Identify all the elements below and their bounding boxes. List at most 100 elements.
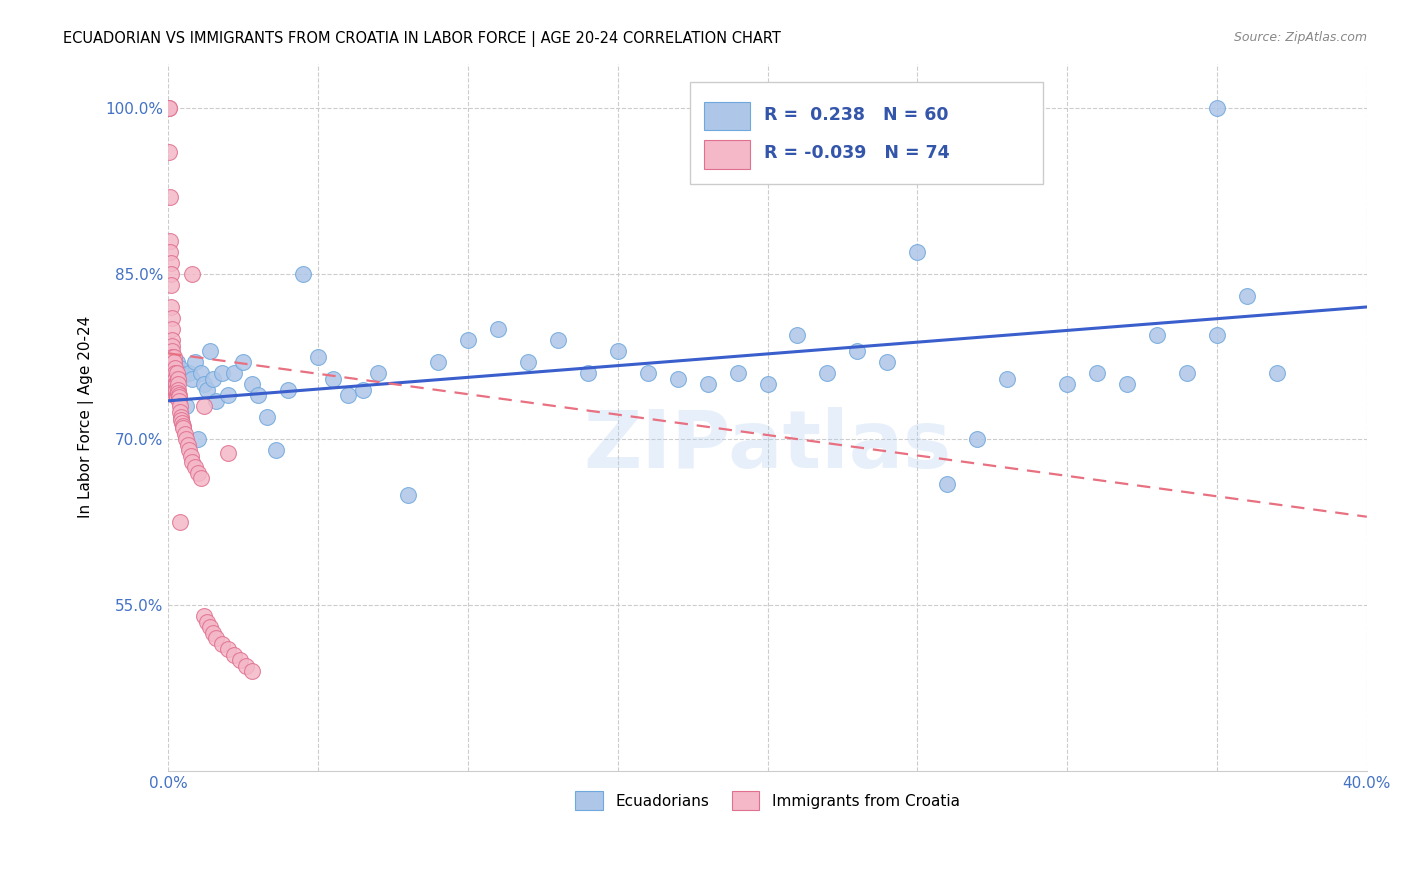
- Point: [165, 383, 187, 397]
- Point: [172, 368, 194, 383]
- Point: [1085, 366, 1108, 380]
- Point: [193, 609, 215, 624]
- Point: [547, 333, 569, 347]
- Point: [165, 383, 187, 397]
- Point: [166, 377, 188, 392]
- Point: [1175, 366, 1198, 380]
- Point: [232, 355, 254, 369]
- Point: [169, 393, 191, 408]
- Point: [180, 449, 202, 463]
- Point: [193, 377, 215, 392]
- Point: [217, 446, 239, 460]
- Point: [224, 366, 246, 380]
- Point: [211, 637, 233, 651]
- Point: [167, 388, 190, 402]
- Point: [179, 443, 201, 458]
- Point: [905, 244, 928, 259]
- Point: [292, 267, 315, 281]
- Point: [181, 454, 204, 468]
- Point: [367, 366, 389, 380]
- Point: [163, 355, 186, 369]
- Point: [1206, 327, 1229, 342]
- Point: [352, 383, 374, 397]
- Point: [486, 322, 509, 336]
- Point: [166, 372, 188, 386]
- Point: [187, 433, 209, 447]
- Point: [157, 101, 180, 115]
- Point: [457, 333, 479, 347]
- Point: [181, 372, 204, 386]
- Point: [247, 388, 270, 402]
- Point: [163, 366, 186, 380]
- Point: [786, 327, 808, 342]
- Point: [181, 267, 204, 281]
- Point: [516, 355, 538, 369]
- Point: [1146, 327, 1168, 342]
- Point: [637, 366, 659, 380]
- Point: [159, 256, 181, 270]
- Point: [163, 360, 186, 375]
- Point: [1206, 101, 1229, 115]
- Point: [162, 372, 184, 386]
- FancyBboxPatch shape: [689, 82, 1043, 184]
- Point: [198, 620, 221, 634]
- Point: [756, 377, 779, 392]
- Point: [177, 438, 200, 452]
- Legend: Ecuadorians, Immigrants from Croatia: Ecuadorians, Immigrants from Croatia: [569, 785, 966, 816]
- Point: [184, 460, 207, 475]
- Point: [160, 277, 183, 292]
- Point: [165, 388, 187, 402]
- Text: R =  0.238   N = 60: R = 0.238 N = 60: [763, 106, 949, 124]
- Point: [322, 372, 344, 386]
- Point: [160, 267, 183, 281]
- Bar: [704, 140, 749, 169]
- Point: [166, 388, 188, 402]
- Point: [163, 366, 186, 380]
- Point: [159, 234, 181, 248]
- Point: [163, 372, 186, 386]
- Point: [169, 405, 191, 419]
- Point: [160, 322, 183, 336]
- Point: [160, 311, 183, 326]
- Point: [205, 393, 228, 408]
- Point: [876, 355, 898, 369]
- Point: [165, 377, 187, 392]
- Point: [727, 366, 749, 380]
- Point: [337, 388, 360, 402]
- Point: [169, 515, 191, 529]
- Point: [936, 476, 959, 491]
- Point: [240, 665, 263, 679]
- Point: [174, 433, 197, 447]
- Point: [229, 653, 252, 667]
- Point: [162, 366, 184, 380]
- Point: [169, 400, 191, 414]
- Point: [160, 300, 183, 314]
- Point: [162, 360, 184, 375]
- Point: [256, 410, 278, 425]
- Point: [162, 350, 184, 364]
- Point: [202, 372, 225, 386]
- Point: [217, 388, 239, 402]
- Point: [217, 642, 239, 657]
- Point: [696, 377, 718, 392]
- Point: [162, 355, 184, 369]
- Point: [179, 366, 201, 380]
- Point: [174, 400, 197, 414]
- Point: [163, 350, 186, 364]
- Point: [666, 372, 689, 386]
- Point: [190, 366, 212, 380]
- Point: [166, 366, 188, 380]
- Point: [160, 333, 183, 347]
- Point: [817, 366, 839, 380]
- Point: [966, 433, 988, 447]
- Point: [307, 350, 329, 364]
- Point: [205, 631, 228, 645]
- Point: [235, 658, 257, 673]
- Point: [426, 355, 449, 369]
- Point: [264, 443, 287, 458]
- Point: [240, 377, 263, 392]
- Point: [224, 648, 246, 662]
- Point: [211, 366, 233, 380]
- Point: [1265, 366, 1288, 380]
- Point: [159, 145, 181, 160]
